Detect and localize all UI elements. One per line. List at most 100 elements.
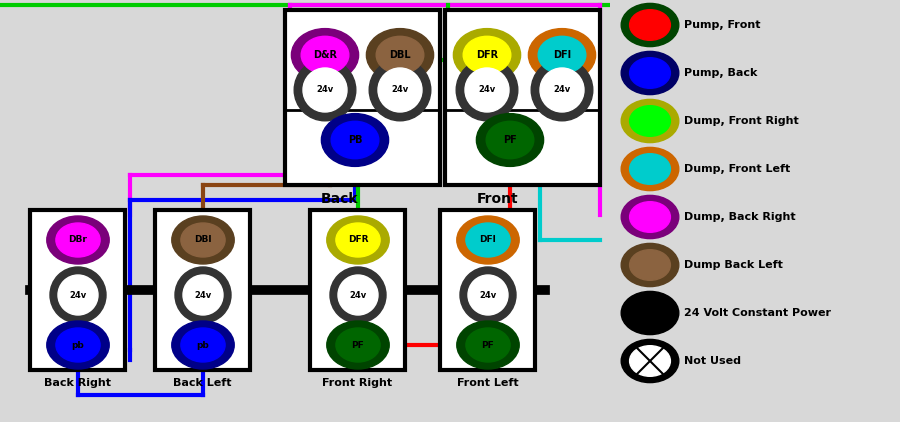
Ellipse shape	[327, 321, 389, 369]
Ellipse shape	[172, 216, 234, 264]
Ellipse shape	[621, 195, 679, 238]
Ellipse shape	[454, 29, 520, 81]
Text: pb: pb	[72, 341, 85, 349]
Ellipse shape	[466, 223, 510, 257]
Ellipse shape	[630, 202, 670, 232]
Ellipse shape	[181, 328, 225, 362]
Ellipse shape	[457, 216, 519, 264]
Ellipse shape	[621, 3, 679, 46]
Text: 24v: 24v	[194, 290, 212, 300]
Ellipse shape	[327, 216, 389, 264]
Ellipse shape	[366, 29, 434, 81]
Ellipse shape	[630, 298, 670, 328]
Ellipse shape	[457, 321, 519, 369]
Circle shape	[58, 275, 98, 315]
Ellipse shape	[47, 321, 109, 369]
Ellipse shape	[528, 29, 596, 81]
Text: 24v: 24v	[349, 290, 366, 300]
Ellipse shape	[466, 328, 510, 362]
Ellipse shape	[476, 114, 544, 166]
Ellipse shape	[47, 216, 109, 264]
Ellipse shape	[302, 36, 349, 74]
Text: Not Used: Not Used	[684, 356, 741, 366]
Text: PB: PB	[347, 135, 362, 145]
Text: pb: pb	[196, 341, 210, 349]
Ellipse shape	[621, 100, 679, 143]
Ellipse shape	[56, 223, 100, 257]
Text: 24 Volt Constant Power: 24 Volt Constant Power	[684, 308, 831, 318]
Text: DBL: DBL	[389, 50, 410, 60]
Bar	[310, 210, 405, 370]
Text: Pump, Back: Pump, Back	[684, 68, 758, 78]
Ellipse shape	[376, 36, 424, 74]
Circle shape	[338, 275, 378, 315]
Text: D&R: D&R	[313, 50, 337, 60]
Text: Pump, Front: Pump, Front	[684, 20, 760, 30]
Circle shape	[369, 59, 431, 121]
Text: 24v: 24v	[554, 86, 571, 95]
Circle shape	[294, 59, 356, 121]
Circle shape	[465, 68, 509, 112]
Text: Front: Front	[477, 192, 518, 206]
Ellipse shape	[621, 147, 679, 191]
Ellipse shape	[464, 36, 511, 74]
Ellipse shape	[630, 154, 670, 184]
Bar	[445, 10, 600, 185]
Ellipse shape	[336, 328, 380, 362]
Circle shape	[468, 275, 508, 315]
Text: Back Right: Back Right	[44, 378, 111, 388]
Text: DBl: DBl	[194, 235, 212, 244]
Text: 24v: 24v	[317, 86, 334, 95]
Text: Dump Back Left: Dump Back Left	[684, 260, 783, 270]
Ellipse shape	[538, 36, 586, 74]
Bar	[285, 10, 440, 185]
Circle shape	[531, 59, 593, 121]
Circle shape	[50, 267, 106, 323]
Ellipse shape	[621, 243, 679, 287]
Ellipse shape	[336, 223, 380, 257]
Circle shape	[175, 267, 231, 323]
Ellipse shape	[486, 121, 534, 159]
Bar	[440, 210, 535, 370]
Text: DFR: DFR	[347, 235, 368, 244]
Text: Front Right: Front Right	[322, 378, 392, 388]
Text: DFl: DFl	[553, 50, 572, 60]
Text: PF: PF	[503, 135, 517, 145]
Text: Dump, Front Right: Dump, Front Right	[684, 116, 799, 126]
Ellipse shape	[630, 346, 670, 376]
Ellipse shape	[630, 106, 670, 136]
Text: 24v: 24v	[480, 290, 497, 300]
Circle shape	[183, 275, 223, 315]
Ellipse shape	[621, 292, 679, 335]
Ellipse shape	[331, 121, 379, 159]
Text: PF: PF	[482, 341, 494, 349]
Circle shape	[303, 68, 347, 112]
Ellipse shape	[621, 339, 679, 383]
Circle shape	[330, 267, 386, 323]
Text: DFR: DFR	[476, 50, 498, 60]
Text: Back Left: Back Left	[173, 378, 232, 388]
Text: Dump, Back Right: Dump, Back Right	[684, 212, 796, 222]
Text: 24v: 24v	[69, 290, 86, 300]
Text: DFl: DFl	[480, 235, 497, 244]
Circle shape	[456, 59, 518, 121]
Circle shape	[460, 267, 516, 323]
Text: Back: Back	[321, 192, 359, 206]
Ellipse shape	[172, 321, 234, 369]
Ellipse shape	[630, 250, 670, 280]
Text: 24v: 24v	[392, 86, 409, 95]
Ellipse shape	[56, 328, 100, 362]
Ellipse shape	[181, 223, 225, 257]
Ellipse shape	[621, 51, 679, 95]
Text: PF: PF	[352, 341, 365, 349]
Ellipse shape	[630, 58, 670, 88]
Circle shape	[540, 68, 584, 112]
Ellipse shape	[321, 114, 389, 166]
Text: DBr: DBr	[68, 235, 87, 244]
Circle shape	[378, 68, 422, 112]
Bar	[155, 210, 250, 370]
Ellipse shape	[292, 29, 358, 81]
Bar	[30, 210, 125, 370]
Ellipse shape	[630, 10, 670, 40]
Text: Dump, Front Left: Dump, Front Left	[684, 164, 790, 174]
